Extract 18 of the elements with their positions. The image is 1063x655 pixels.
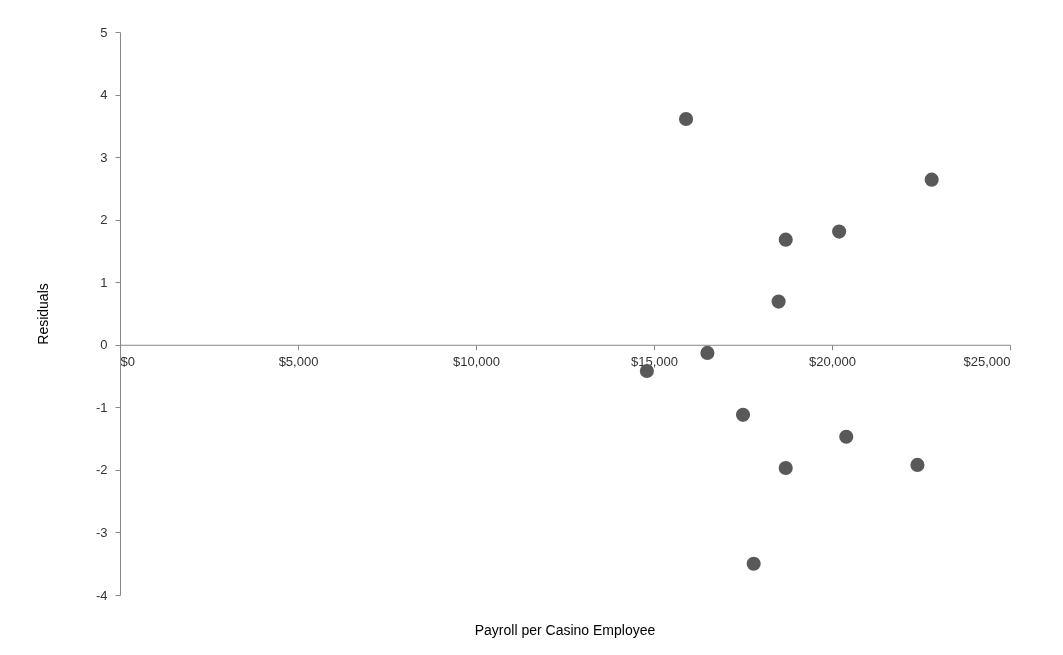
y-tick-label: -4 [95,587,108,603]
y-tick-label: 3 [100,149,108,165]
y-tick-label: 4 [100,87,108,103]
y-tick-label: -2 [95,462,108,478]
x-tick-label: $15,000 [631,354,678,370]
y-axis-title: Residuals [34,283,51,345]
y-tick-label: -3 [95,524,108,540]
x-tick-label: $25,000 [963,354,1011,370]
x-tick-label: $0 [120,354,135,370]
y-tick-label: 0 [100,337,108,353]
x-tick-label: $5,000 [278,354,319,370]
y-tick-label: 5 [100,24,108,40]
x-axis-title: Payroll per Casino Employee [474,622,656,638]
x-tick-label: $20,000 [809,354,856,370]
x-tick-label: $10,000 [453,354,500,370]
y-tick-label: -1 [95,399,108,415]
y-tick-label: 1 [100,274,108,290]
y-tick-label: 2 [100,212,108,228]
